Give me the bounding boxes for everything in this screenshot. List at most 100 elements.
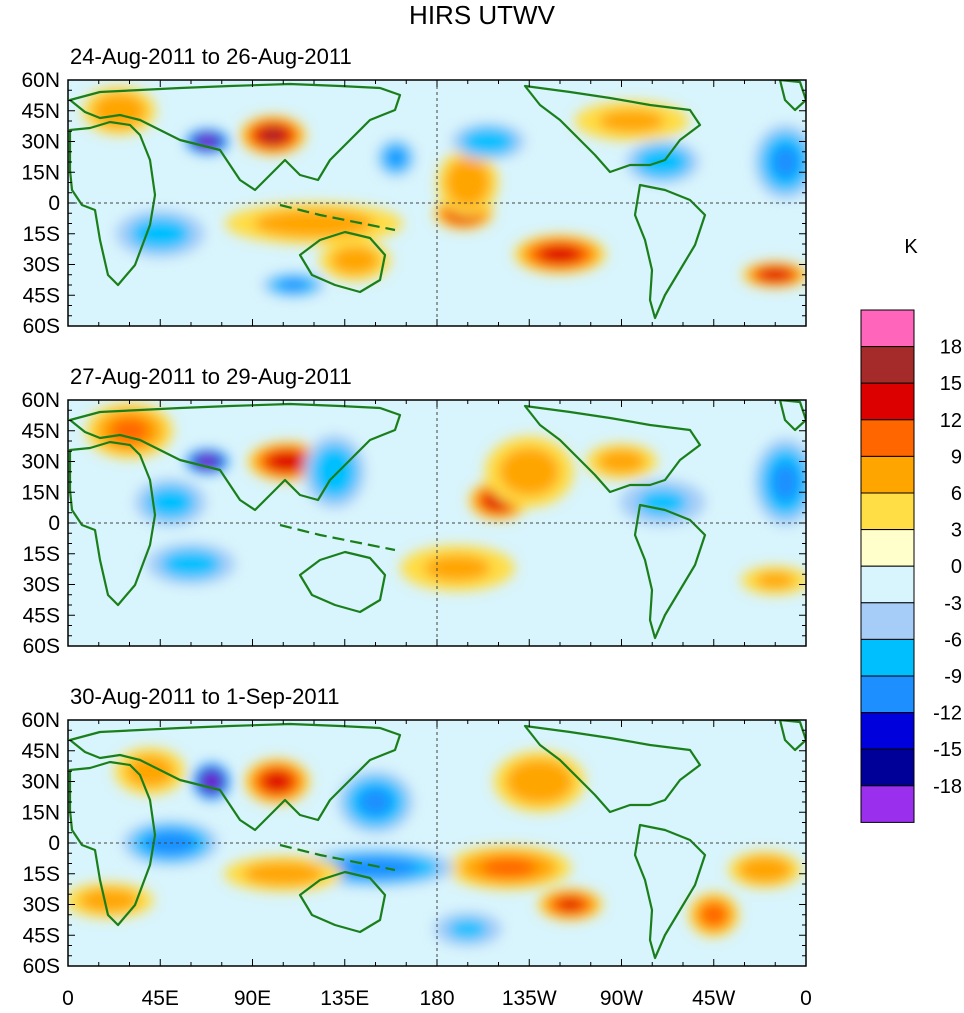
anomaly-blob-3-8 [125,755,175,788]
colorbar-swatch [860,419,915,457]
anomaly-blob-1-1 [261,128,285,143]
lat-label: 30N [21,771,60,794]
colorbar-label: 18 [940,337,962,359]
colorbar-label: 6 [951,483,962,505]
colorbar-label: 3 [951,520,962,542]
lat-label: 60S [23,955,60,978]
colorbar-label: 0 [951,556,962,578]
lat-label: 60N [21,709,60,732]
colorbar-swatch [860,748,915,787]
anomaly-blob-2-2 [200,457,215,466]
anomaly-blob-2-12 [771,462,800,502]
lat-label: 30N [21,131,60,154]
lat-label: 45N [21,100,60,123]
anomaly-blob-1-15 [635,146,690,178]
anomaly-blob-1-9 [92,92,147,129]
lat-label: 0 [48,832,60,855]
colorbar-label: -12 [933,703,962,725]
lon-label: 135W [502,987,557,1010]
lon-label: 0 [800,987,812,1010]
lon-label: 90E [234,987,271,1010]
anomaly-blob-2-11 [637,489,688,516]
colorbar-swatch [860,346,915,384]
anomaly-blob-1-12 [387,149,405,167]
lon-label: 90W [600,987,643,1010]
anomaly-blob-3-6 [738,856,792,884]
lon-label: 45W [692,987,735,1010]
lat-label: 45S [23,604,60,627]
lat-label: 15N [21,161,60,184]
lat-label: 0 [48,512,60,535]
lon-label: 180 [419,987,454,1010]
anomaly-blob-2-6 [597,449,646,474]
anomaly-blob-2-8 [146,486,195,519]
map-panel-1: 24-Aug-2011 to 26-Aug-2011 60N 45N 30N 15N 0… [21,44,807,338]
anomaly-blob-3-11 [332,857,419,878]
coastlines-2 [68,400,806,640]
lat-label: 15S [23,543,60,566]
lat-label: 15S [23,223,60,246]
longitude-labels: 0 45E 90E 135E 180 135W 90W 45W 0 [62,987,812,1010]
anomaly-blob-3-14 [447,919,488,940]
figure-title: HIRS UTWV [409,0,556,30]
colorbar: K 18 15 12 9 6 3 0 -3 -6 -9 -12 -15 -18 [860,236,962,823]
panel-title-3: 30-Aug-2011 to 1-Sep-2011 [70,684,340,709]
anomaly-blob-1-14 [130,217,191,250]
colorbar-label: 9 [951,446,962,468]
colorbar-swatch [860,675,915,714]
lat-label: 0 [48,192,60,215]
colorbar-swatch [860,455,915,494]
colorbar-swatch [860,785,915,823]
lat-label: 15S [23,863,60,886]
anomaly-blob-3-13 [243,861,324,886]
colorbar-swatch [860,638,915,677]
colorbar-label: -3 [944,593,962,615]
anomaly-blob-2-1 [266,450,309,473]
colorbar-label: -6 [944,629,962,651]
ticks-3: 60N 45N 30N 15N 0 15S 30S 45S 60S [21,709,807,978]
anomaly-blob-1-16 [771,145,800,179]
lon-label: 0 [62,987,74,1010]
colorbar-swatch [860,492,915,531]
lat-label: 45S [23,924,60,947]
anomaly-blob-1-7 [253,209,375,238]
colorbar-swatch [860,602,915,640]
panel-title-1: 24-Aug-2011 to 26-Aug-2011 [70,44,352,69]
anomaly-blob-1-10 [598,109,665,133]
anomaly-blob-2-7 [424,554,491,582]
anomaly-blob-3-2 [205,775,218,788]
anomaly-blob-3-4 [480,857,537,878]
coastlines-1 [68,80,806,320]
lat-label: 30N [21,451,60,474]
colorbar-label: -15 [933,739,962,761]
map-panel-3: 30-Aug-2011 to 1-Sep-2011 60N 45N 30N 15N 0 1… [21,684,807,978]
anomaly-blob-2-13 [755,572,796,589]
lat-label: 15N [21,481,60,504]
anomaly-blob-3-12 [78,888,140,913]
lat-label: 45N [21,420,60,443]
colorbar-swatch [860,382,915,421]
anomaly-blob-1-2 [200,137,215,146]
anomaly-blob-3-10 [358,788,393,816]
colorbar-label: 12 [940,410,962,432]
anomaly-blob-1-8 [330,246,380,275]
colorbar-label: -18 [933,776,962,798]
anomaly-blob-2-4 [499,447,560,496]
colorbar-label: 15 [940,373,962,395]
lat-label: 60S [23,315,60,338]
lat-label: 15N [21,801,60,824]
anomaly-blob-1-5 [538,245,582,264]
anomaly-blob-1-4 [445,157,491,208]
anomaly-blob-1-11 [279,279,308,291]
ticks-2: 60N 45N 30N 15N 0 15S 30S 45S 60S [21,389,807,658]
lat-label: 60N [21,389,60,412]
colorbar-swatch [860,565,915,604]
lat-label: 60N [21,69,60,92]
lat-label: 30S [23,574,60,597]
colorbar-label: -9 [944,666,962,688]
colorbar-swatch [860,309,915,348]
lon-label: 45E [142,987,179,1010]
anomaly-blob-3-5 [699,902,728,927]
lat-label: 60S [23,635,60,658]
panel-title-2: 27-Aug-2011 to 29-Aug-2011 [70,364,352,389]
